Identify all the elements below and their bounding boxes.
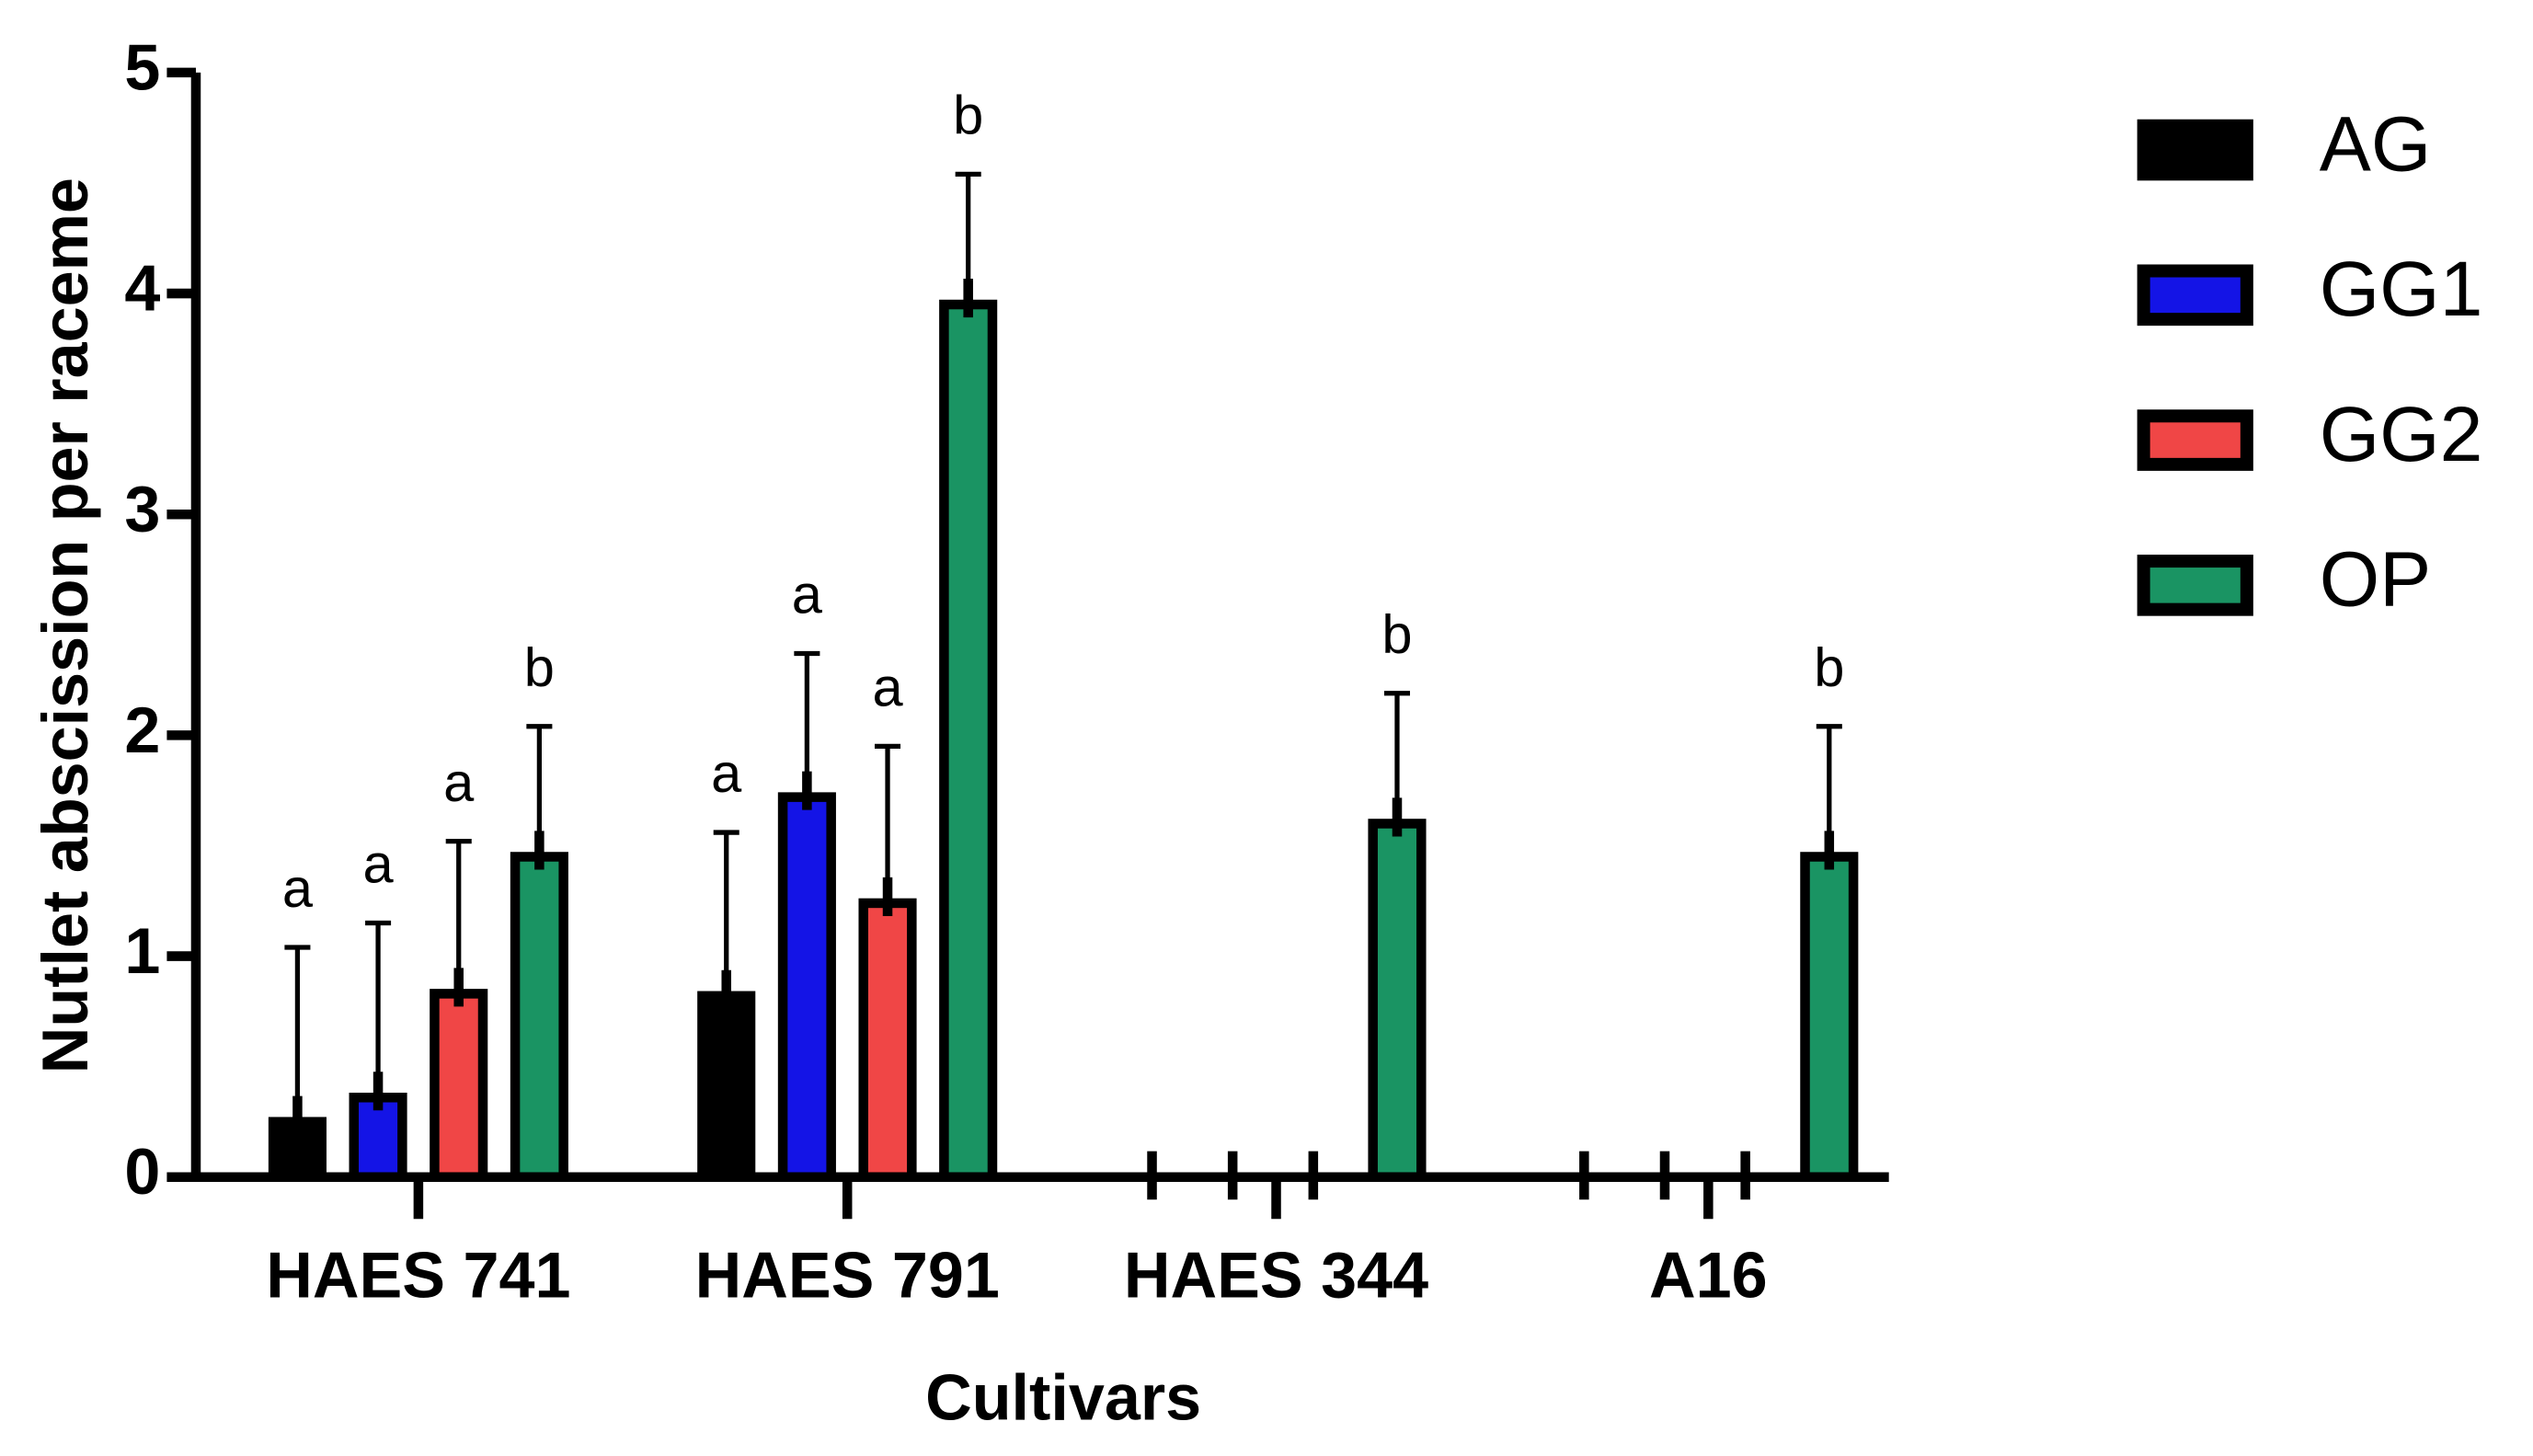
bar xyxy=(1368,819,1427,1182)
significance-letter: a xyxy=(872,657,903,718)
x-tick-label: A16 xyxy=(1649,1239,1768,1311)
x-axis-label: Cultivars xyxy=(925,1362,1201,1434)
y-tick-label: 2 xyxy=(124,694,160,766)
significance-letter: b xyxy=(953,85,983,146)
x-tick-label: HAES 344 xyxy=(1124,1239,1428,1311)
y-tick-label: 0 xyxy=(124,1136,160,1208)
bar xyxy=(858,898,917,1182)
bar xyxy=(510,852,568,1182)
significance-letter: a xyxy=(792,564,823,625)
x-tick-label: HAES 791 xyxy=(695,1239,1000,1311)
significance-letter: a xyxy=(282,857,314,919)
legend-label: GG2 xyxy=(2320,391,2483,477)
bar xyxy=(430,989,488,1182)
bar xyxy=(939,299,998,1182)
legend-label: OP xyxy=(2320,536,2432,623)
significance-letter: a xyxy=(443,751,475,813)
legend-label: AG xyxy=(2320,100,2432,187)
y-tick-label: 3 xyxy=(124,474,160,545)
bar xyxy=(697,991,756,1182)
bar xyxy=(1800,852,1859,1182)
y-tick-label: 1 xyxy=(124,915,160,987)
legend-swatch xyxy=(2137,555,2253,616)
bar xyxy=(777,792,836,1182)
legend-swatch xyxy=(2137,409,2253,471)
legend-label: GG1 xyxy=(2320,246,2483,332)
significance-letter: b xyxy=(1814,636,1844,698)
significance-letter: b xyxy=(524,636,555,698)
significance-letter: a xyxy=(362,833,394,895)
significance-letter: a xyxy=(711,742,742,804)
legend-swatch xyxy=(2137,119,2253,181)
legend-swatch xyxy=(2137,264,2253,327)
significance-letter: b xyxy=(1381,603,1412,665)
y-tick-label: 4 xyxy=(124,253,160,325)
x-tick-label: HAES 741 xyxy=(266,1239,570,1311)
y-axis-label: Nutlet abscission per raceme xyxy=(29,178,101,1073)
y-tick-label: 5 xyxy=(124,31,160,103)
